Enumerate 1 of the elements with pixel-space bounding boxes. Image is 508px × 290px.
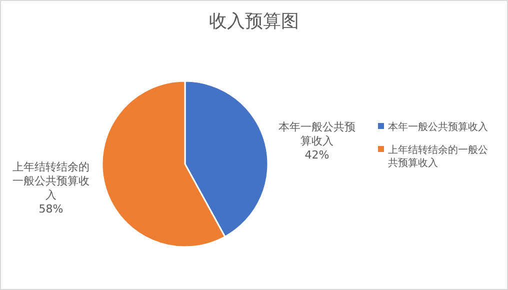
title: 收入预算图 (209, 11, 299, 32)
